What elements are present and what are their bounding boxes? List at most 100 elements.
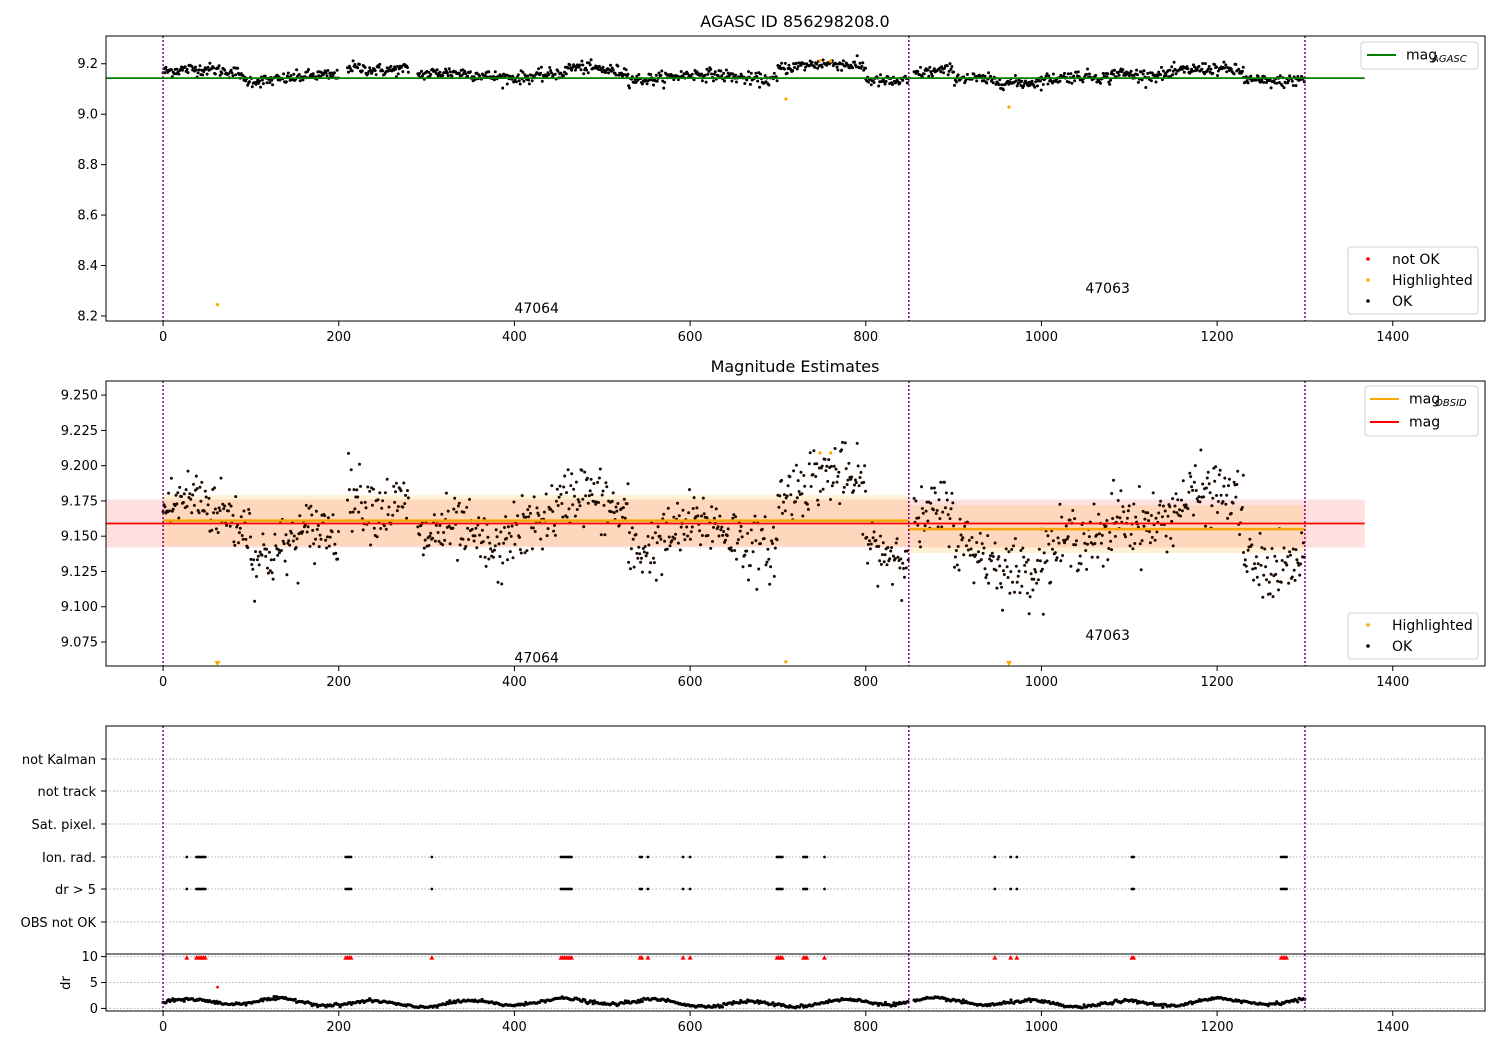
p4-xtick-label: 400 — [502, 1020, 527, 1035]
dr-point — [1081, 1006, 1085, 1010]
ok-point — [1159, 73, 1163, 77]
ok-point — [381, 499, 385, 503]
ok-point — [975, 79, 979, 83]
ok-point — [325, 546, 329, 550]
ok-point — [309, 504, 313, 508]
ok-point — [712, 79, 715, 83]
ok-point — [394, 67, 397, 71]
ok-point — [1038, 79, 1042, 83]
ok-point — [1148, 530, 1151, 534]
ok-point — [282, 542, 286, 546]
ok-point — [840, 68, 844, 72]
ok-point — [1242, 551, 1245, 554]
ok-point — [629, 547, 633, 551]
ok-point — [290, 531, 293, 535]
ok-point — [250, 85, 254, 89]
ok-point — [314, 537, 317, 541]
ok-point — [1264, 565, 1268, 569]
ok-point — [1241, 473, 1245, 477]
ok-point — [1294, 548, 1298, 552]
ok-point — [1006, 576, 1010, 579]
ok-point — [1083, 541, 1087, 545]
ok-point — [771, 525, 775, 529]
ok-point — [1282, 546, 1286, 550]
ok-point — [802, 62, 806, 66]
ok-point — [702, 512, 706, 516]
ok-point — [733, 549, 737, 552]
ok-point — [895, 537, 899, 541]
ok-point — [480, 528, 484, 532]
ok-point — [167, 491, 171, 495]
ok-point — [941, 510, 945, 514]
ok-point — [1004, 547, 1008, 551]
ok-point — [446, 74, 450, 78]
ok-point — [783, 509, 787, 513]
ok-point — [495, 535, 499, 539]
ok-point — [1015, 580, 1019, 584]
ok-point — [961, 536, 965, 540]
ok-point — [772, 574, 776, 578]
ok-point — [1227, 484, 1230, 488]
ok-point — [1108, 530, 1112, 534]
ok-point — [1036, 84, 1039, 88]
ok-point — [1046, 534, 1050, 538]
ok-point — [249, 535, 252, 539]
ok-point — [883, 553, 887, 557]
ok-point — [766, 547, 770, 551]
ok-point — [544, 492, 548, 496]
ok-point — [989, 559, 993, 563]
ok-point — [1203, 72, 1206, 76]
ok-point — [1060, 515, 1064, 519]
ok-point — [578, 63, 582, 67]
dr-clipped-marker — [1014, 955, 1020, 960]
ok-point — [169, 476, 173, 480]
ok-point — [762, 537, 766, 541]
highlighted-point — [1007, 105, 1011, 109]
ok-point — [1063, 71, 1066, 75]
ok-point — [527, 78, 530, 82]
ok-point — [953, 565, 956, 569]
p1-ytick-label: 8.6 — [77, 209, 98, 224]
ok-point — [771, 542, 774, 545]
ok-point — [853, 483, 856, 487]
ok-point — [1013, 537, 1017, 541]
ok-point — [1041, 612, 1045, 616]
ok-point — [562, 74, 565, 78]
ok-point — [1030, 79, 1034, 83]
ok-point — [666, 506, 670, 510]
ok-point — [555, 487, 559, 491]
dr-point — [771, 1001, 775, 1005]
ok-point — [1263, 547, 1267, 551]
ok-point — [581, 497, 585, 501]
ok-point — [932, 486, 936, 490]
legend-box — [1360, 41, 1479, 70]
ok-point — [500, 582, 504, 586]
dr-clipped-marker — [1283, 955, 1289, 960]
ok-point — [455, 510, 458, 514]
ok-point — [177, 516, 181, 520]
ok-point — [1123, 533, 1127, 536]
ok-point — [570, 68, 574, 72]
ok-point — [1148, 541, 1152, 545]
ok-point — [191, 493, 195, 497]
ok-point — [803, 484, 807, 488]
ok-point — [790, 513, 794, 517]
ok-point — [1182, 70, 1186, 74]
ok-point — [1186, 507, 1190, 511]
ok-point — [1107, 80, 1111, 84]
ok-point — [364, 506, 368, 510]
ok-point — [472, 539, 476, 543]
ok-point — [336, 557, 340, 561]
ok-point — [1040, 567, 1044, 571]
ok-point — [486, 535, 490, 539]
ok-point — [527, 82, 531, 86]
flag-point — [640, 887, 644, 891]
ok-point — [857, 484, 861, 488]
ok-point — [582, 72, 586, 76]
ok-point — [838, 502, 842, 506]
ok-point — [1280, 84, 1284, 87]
ok-point — [1033, 85, 1037, 89]
ok-point — [452, 507, 456, 511]
ok-point — [905, 81, 909, 85]
ok-point — [683, 538, 687, 542]
